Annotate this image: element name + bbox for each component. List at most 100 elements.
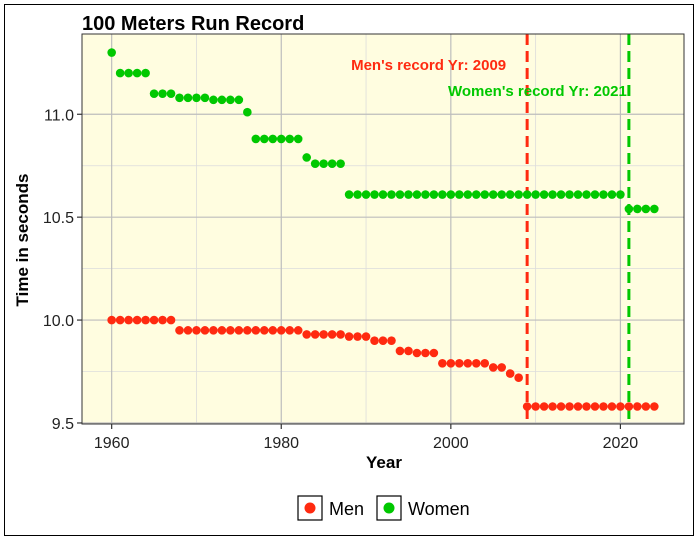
grid [82, 34, 684, 424]
data-point-women [251, 134, 261, 144]
data-point-women [192, 93, 201, 103]
data-point-men [404, 346, 413, 356]
data-point-women [336, 159, 345, 168]
data-point-men [539, 402, 549, 411]
data-point-men [124, 315, 133, 325]
data-point-men [166, 315, 176, 325]
data-point-men [616, 402, 625, 411]
data-point-women [582, 190, 591, 199]
data-point-women [234, 95, 244, 105]
y-tick-label: 11.0 [44, 107, 74, 124]
data-point-women [488, 190, 498, 199]
data-point-men [336, 330, 345, 339]
data-point-men [209, 326, 218, 335]
data-point-men [200, 326, 210, 335]
data-point-women [141, 68, 150, 78]
data-point-women [353, 190, 362, 199]
data-point-men [259, 326, 269, 335]
data-point-women [539, 190, 549, 199]
data-point-women [616, 190, 625, 199]
data-point-women [149, 89, 159, 98]
data-point-women [107, 48, 116, 57]
data-point-women [132, 68, 142, 78]
data-point-men [175, 326, 184, 335]
annotation-men-record: Men's record Yr: 2009 [351, 57, 506, 74]
data-point-women [438, 190, 447, 199]
data-point-men [633, 402, 642, 411]
data-point-men [115, 315, 125, 325]
data-point-men [471, 358, 481, 368]
data-point-women [361, 190, 371, 199]
data-point-women [624, 204, 634, 214]
data-point-women [310, 159, 320, 168]
data-point-women [115, 68, 125, 78]
data-point-women [183, 93, 193, 103]
data-point-women [319, 159, 328, 168]
data-point-men [243, 326, 252, 335]
data-point-men [463, 358, 473, 368]
data-point-men [599, 402, 608, 411]
data-point-men [590, 402, 600, 411]
data-point-men [412, 348, 422, 358]
data-point-men [370, 336, 379, 345]
data-point-men [183, 326, 193, 335]
data-point-men [522, 402, 532, 411]
legend-label-women: Women [408, 499, 470, 519]
data-point-women [293, 134, 303, 144]
data-point-men [514, 373, 523, 382]
data-point-men [226, 326, 235, 335]
legend-marker-men [304, 502, 316, 514]
data-point-men [310, 330, 320, 339]
x-tick-label: 2020 [603, 435, 639, 452]
data-point-women [285, 134, 295, 144]
legend-label-men: Men [329, 499, 364, 519]
data-point-men [132, 315, 142, 325]
data-point-men [344, 332, 354, 341]
y-tick-label: 10.5 [43, 210, 74, 227]
data-point-men [192, 326, 201, 335]
data-point-men [251, 326, 261, 335]
data-point-women [327, 159, 337, 168]
data-point-women [565, 190, 574, 199]
data-point-women [302, 153, 311, 162]
data-point-women [226, 95, 235, 105]
data-point-women [158, 89, 167, 98]
y-tick-label: 9.5 [52, 416, 74, 433]
data-point-men [395, 346, 405, 356]
data-point-women [505, 190, 515, 199]
x-tick-label: 1980 [263, 435, 299, 452]
data-point-women [412, 190, 422, 199]
data-point-men [319, 330, 328, 339]
axes: 9.5 10.0 10.5 11.0 1960 1980 2000 2020 [43, 107, 638, 452]
data-point-women [395, 190, 405, 199]
data-point-men [565, 402, 574, 411]
data-point-men [378, 336, 388, 345]
data-point-men [480, 358, 490, 368]
data-point-men [268, 326, 278, 335]
data-point-men [446, 358, 456, 368]
data-point-women [370, 190, 379, 199]
data-point-women [344, 190, 354, 199]
data-point-women [455, 190, 464, 199]
data-point-men [641, 402, 651, 411]
legend-marker-women [383, 502, 395, 514]
data-point-men [488, 363, 498, 372]
data-point-men [573, 402, 583, 411]
data-point-women [497, 190, 507, 199]
data-point-women [378, 190, 388, 199]
data-point-women [387, 190, 396, 199]
data-point-women [276, 134, 286, 144]
data-point-men [531, 402, 540, 411]
data-point-women [650, 204, 659, 214]
data-point-women [421, 190, 430, 199]
data-point-women [471, 190, 481, 199]
data-point-men [429, 348, 439, 358]
data-point-men [149, 315, 159, 325]
data-point-men [234, 326, 244, 335]
data-point-men [582, 402, 591, 411]
data-point-men [650, 402, 659, 411]
data-point-women [463, 190, 473, 199]
data-point-women [531, 190, 540, 199]
data-point-women [633, 204, 642, 214]
data-point-women [166, 89, 176, 98]
